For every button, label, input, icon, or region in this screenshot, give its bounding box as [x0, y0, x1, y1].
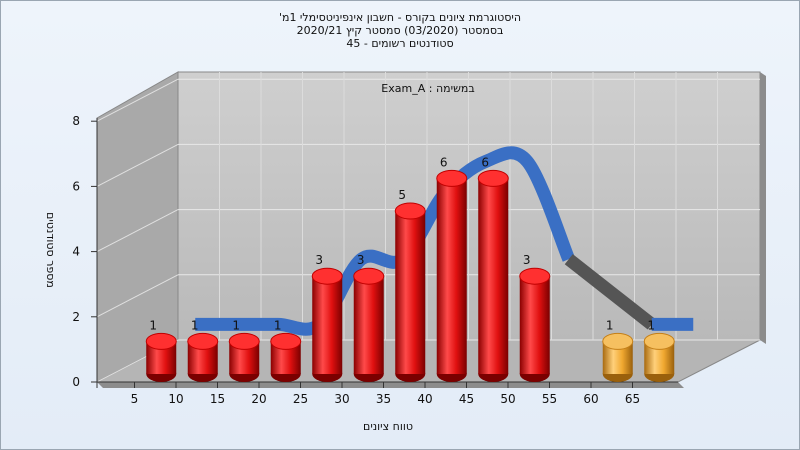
bar-body [353, 276, 384, 374]
bar-data-label: 6 [440, 155, 448, 169]
bar-top [519, 267, 551, 285]
grid-line-h-side [96, 274, 179, 318]
bar: 3 [353, 253, 385, 382]
chart-title-line-1: היסטוגרמת ציונים בקורס - חשבון אינפיניטס… [278, 11, 522, 24]
x-tick-label: 20 [251, 392, 266, 406]
bar-top [353, 267, 385, 285]
bar-top [187, 332, 219, 350]
bar-top [270, 332, 302, 350]
bar-data-label: 1 [232, 318, 240, 332]
bar-data-label: 6 [481, 155, 489, 169]
y-axis: 0 2 4 6 8 [72, 114, 98, 389]
grid-line-h-side [96, 78, 179, 122]
bar-data-label: 1 [149, 318, 157, 332]
grid-line-h-side [96, 143, 179, 187]
chart-title-line-3: סטודנטים רשומים - 45 [346, 37, 454, 50]
x-tick-label: 5 [131, 392, 139, 406]
x-tick-label: 45 [459, 392, 474, 406]
bars: 1 1 1 1 3 3 5 6 6 3 1 1 [145, 155, 675, 382]
ribbon-segment-gray [564, 254, 656, 330]
bar-top [311, 267, 343, 285]
x-tick-label: 10 [168, 392, 183, 406]
bar-top [643, 332, 675, 350]
ribbon-segment-blue [195, 146, 575, 336]
y-tick-label: 0 [72, 375, 80, 389]
bar: 3 [311, 253, 343, 382]
bar-data-label: 1 [606, 318, 614, 332]
y-tick-label: 8 [72, 114, 80, 128]
bar-data-label: 5 [398, 188, 406, 202]
bar-top [602, 332, 634, 350]
bar-body [478, 178, 509, 374]
x-tick-label: 50 [500, 392, 515, 406]
x-tick-label: 30 [334, 392, 349, 406]
x-tick-label: 60 [583, 392, 598, 406]
bar: 1 [145, 318, 177, 382]
bar-data-label: 3 [357, 253, 365, 267]
bar: 1 [602, 318, 634, 382]
bar: 6 [436, 155, 468, 382]
bar-top [145, 332, 177, 350]
x-axis-label: טווח ציונים [363, 420, 413, 433]
grid-lines [96, 72, 760, 383]
bar-top [477, 169, 509, 187]
x-tick-label: 25 [293, 392, 308, 406]
x-tick-label: 40 [417, 392, 432, 406]
chart-annotation: במשימה : Exam_A [381, 82, 474, 95]
bar: 1 [187, 318, 219, 382]
y-axis-label: מספר סטודנטים [44, 212, 57, 288]
bar-top [228, 332, 260, 350]
bar-data-label: 1 [647, 318, 655, 332]
bar-body [395, 211, 426, 374]
bar: 6 [477, 155, 509, 382]
y-tick-label: 4 [72, 245, 80, 259]
bar: 1 [643, 318, 675, 382]
bar-top [436, 169, 468, 187]
y-tick-label: 2 [72, 310, 80, 324]
bar-data-label: 1 [274, 318, 282, 332]
bar-data-label: 1 [191, 318, 199, 332]
x-axis: 5 10 15 20 25 30 35 40 45 50 55 60 65 [96, 381, 678, 406]
x-tick-label: 35 [376, 392, 391, 406]
bottom-edge [97, 382, 684, 388]
x-tick-label: 65 [625, 392, 640, 406]
ribbon-series [195, 146, 694, 336]
right-edge [760, 72, 766, 344]
bar-top [394, 202, 426, 220]
chart-title-line-2: בסמסטר (03/2020) סמסטר קיץ 2020/21 [296, 24, 504, 37]
bar: 1 [270, 318, 302, 382]
grid-line-h-side [96, 209, 179, 253]
bar-body [436, 178, 467, 374]
bar-body [519, 276, 550, 374]
bar-data-label: 3 [315, 253, 323, 267]
bar: 1 [228, 318, 260, 382]
y-tick-label: 6 [72, 179, 80, 193]
bar: 3 [519, 253, 551, 382]
x-tick-label: 55 [542, 392, 557, 406]
x-tick-label: 15 [210, 392, 225, 406]
bar: 5 [394, 188, 426, 382]
bar-data-label: 3 [523, 253, 531, 267]
bar-body [312, 276, 343, 374]
